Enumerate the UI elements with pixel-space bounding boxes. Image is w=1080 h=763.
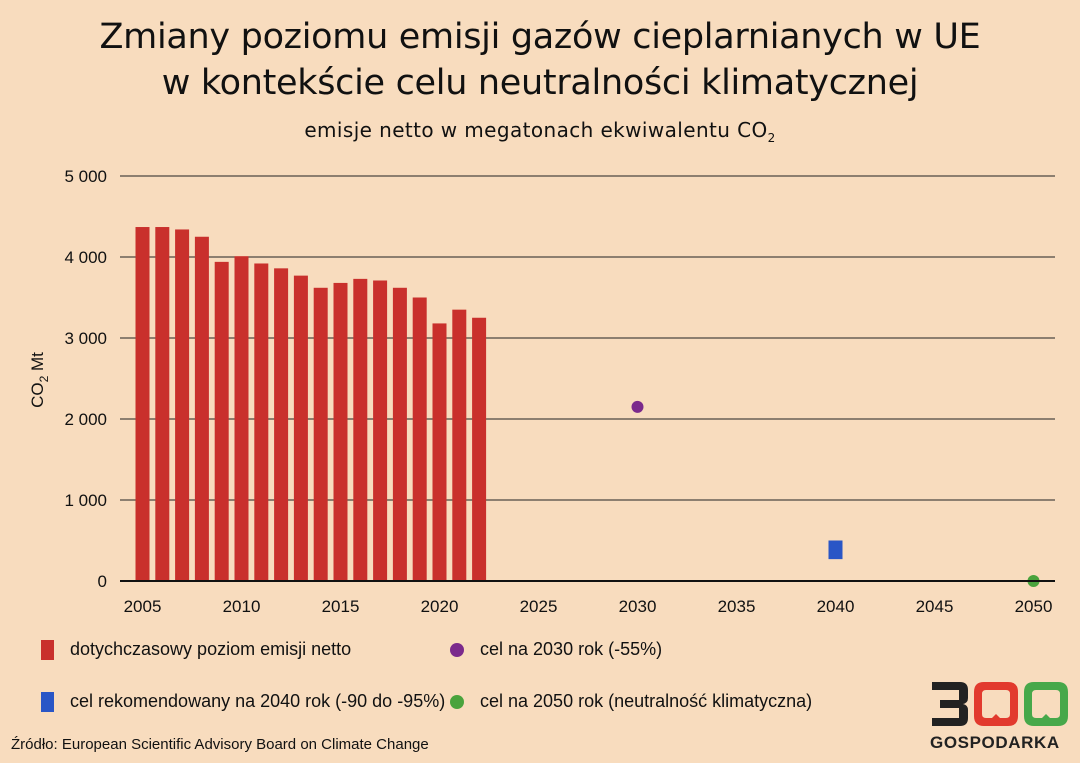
gridlines: [120, 175, 1055, 501]
x-tick-label: 2035: [718, 597, 756, 616]
subtitle-subscript: 2: [767, 131, 776, 145]
y-tick-label: 5 000: [64, 167, 107, 186]
x-axis-ticks: 2005 2010 2015 2020 2025 2030 2035 2040 2045 2050: [124, 597, 1053, 616]
x-tick-label: 2050: [1015, 597, 1053, 616]
logo-digit-3: [932, 682, 968, 726]
y-axis-label-sub: 2: [37, 375, 51, 382]
target-range: [828, 540, 843, 560]
subtitle-text: emisje netto w megatonach ekwiwalentu CO: [304, 118, 768, 142]
bar: [274, 268, 289, 581]
legend-label-2030: cel na 2030 rok (-55%): [480, 639, 663, 659]
logo-wordmark: GOSPODARKA: [930, 733, 1060, 752]
bar: [353, 278, 368, 581]
chart-subtitle: emisje netto w megatonach ekwiwalentu CO…: [0, 118, 1080, 145]
target-dot: [631, 400, 644, 413]
y-axis-ticks: 0 1 000 2 000 3 000 4 000 5 000: [64, 167, 107, 591]
x-tick-label: 2015: [322, 597, 360, 616]
legend-swatch-bar: [41, 639, 54, 660]
bar: [452, 309, 467, 581]
legend-item-2050: cel na 2050 rok (neutralność klimatyczna…: [450, 691, 812, 712]
bar: [373, 280, 388, 581]
bar: [175, 229, 190, 581]
x-tick-label: 2030: [619, 597, 657, 616]
legend-swatch-blue-square: [41, 691, 54, 712]
bar: [155, 227, 170, 581]
bar: [313, 287, 328, 581]
x-tick-label: 2010: [223, 597, 261, 616]
data-marks: [135, 227, 1040, 587]
bar: [412, 297, 427, 581]
x-tick-label: 2005: [124, 597, 162, 616]
bar: [234, 256, 249, 581]
bar: [214, 261, 229, 581]
y-tick-label: 0: [98, 572, 107, 591]
y-axis-label-main: CO: [28, 382, 47, 408]
legend-item-2030: cel na 2030 rok (-55%): [450, 639, 662, 660]
legend-label-2040: cel rekomendowany na 2040 rok (-90 do -9…: [70, 691, 446, 711]
bar: [333, 282, 348, 581]
logo-digit-0-green: [1024, 682, 1068, 726]
x-tick-label: 2040: [817, 597, 855, 616]
x-tick-label: 2045: [916, 597, 954, 616]
logo-300-gospodarka: [932, 682, 1068, 726]
bar: [472, 317, 487, 581]
y-tick-label: 3 000: [64, 329, 107, 348]
source-note: Źródło: European Scientific Advisory Boa…: [11, 736, 429, 753]
bar: [392, 287, 407, 581]
bar: [432, 323, 447, 581]
y-tick-label: 4 000: [64, 248, 107, 267]
logo-digit-0-red: [974, 682, 1018, 726]
x-tick-label: 2025: [520, 597, 558, 616]
bar: [135, 227, 150, 581]
title-line-2: w kontekście celu neutralności klimatycz…: [161, 63, 919, 103]
y-axis-label: CO2 Mt: [28, 352, 51, 408]
legend-swatch-green-dot: [450, 694, 464, 709]
legend-item-historical: dotychczasowy poziom emisji netto: [41, 639, 351, 660]
legend-swatch-purple-dot: [450, 642, 464, 657]
chart-title: Zmiany poziomu emisji gazów cieplarniany…: [0, 14, 1080, 106]
title-line-1: Zmiany poziomu emisji gazów cieplarniany…: [99, 17, 981, 57]
y-axis-label-tail: Mt: [28, 352, 47, 376]
bar: [293, 275, 308, 581]
bar: [254, 263, 269, 581]
legend-item-2040: cel rekomendowany na 2040 rok (-90 do -9…: [41, 691, 445, 712]
bar: [194, 236, 209, 581]
legend-label-2050: cel na 2050 rok (neutralność klimatyczna…: [480, 691, 813, 711]
legend-label-historical: dotychczasowy poziom emisji netto: [70, 639, 352, 659]
x-tick-label: 2020: [421, 597, 459, 616]
y-tick-label: 2 000: [64, 410, 107, 429]
y-tick-label: 1 000: [64, 491, 107, 510]
